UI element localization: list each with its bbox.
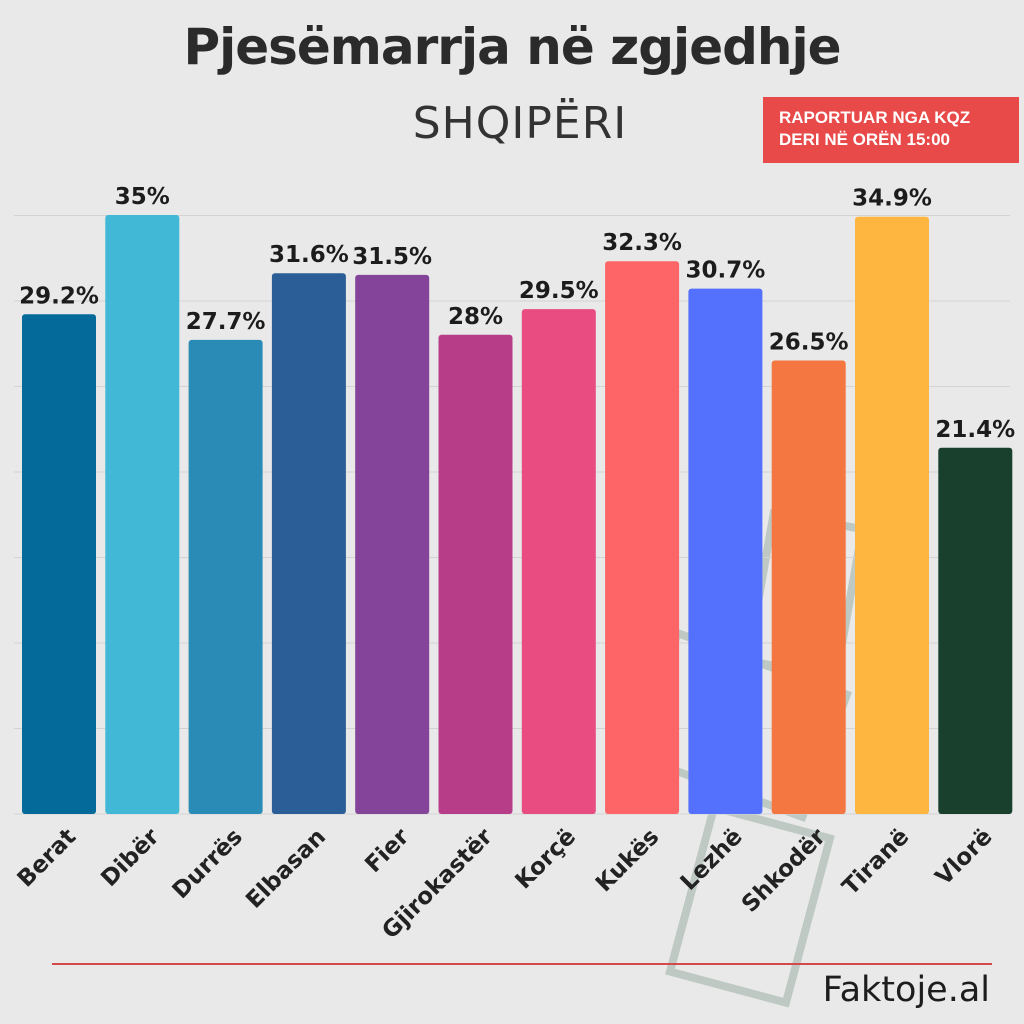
value-label: 30.7% xyxy=(686,258,766,284)
category-label: Korçë xyxy=(510,824,581,895)
bar-fier xyxy=(355,274,430,814)
category-label: Lezhë xyxy=(676,824,748,896)
report-badge: RAPORTUAR NGA KQZ DERI NË ORËN 15:00 xyxy=(763,97,1019,163)
value-label: 28% xyxy=(448,304,503,330)
bar-elbasan xyxy=(271,273,346,814)
chart-title: Pjesëmarrja në zgjedhje xyxy=(183,18,841,76)
category-label: Dibër xyxy=(96,823,165,892)
value-label: 34.9% xyxy=(852,186,932,212)
value-label: 35% xyxy=(115,184,170,210)
badge-line-2: DERI NË ORËN 15:00 xyxy=(779,130,950,149)
category-label: Elbasan xyxy=(241,824,331,914)
category-label: Fier xyxy=(360,823,415,878)
chart-subtitle: SHQIPËRI xyxy=(412,98,628,149)
bars xyxy=(22,215,1013,814)
category-label: Berat xyxy=(13,824,82,893)
category-label: Kukës xyxy=(591,824,664,897)
value-label: 27.7% xyxy=(186,309,266,335)
value-label: 31.5% xyxy=(352,244,432,270)
bar-vlorë xyxy=(938,447,1013,814)
value-label: 26.5% xyxy=(769,329,849,355)
bar-lezhë xyxy=(688,288,763,814)
bar-kukës xyxy=(605,261,680,814)
badge-line-1: RAPORTUAR NGA KQZ xyxy=(779,108,971,127)
bar-berat xyxy=(22,314,96,814)
bar-dibër xyxy=(105,215,180,814)
value-labels: 29.2% 35% 27.7% 31.6% 31.5% 28% 29.5%32.3%30.7… xyxy=(19,184,1015,443)
bar-tiranë xyxy=(855,216,929,814)
category-label: Vlorë xyxy=(931,824,998,891)
bar-durrës xyxy=(188,339,263,814)
value-label: 31.6% xyxy=(269,242,349,268)
value-label: 21.4% xyxy=(935,417,1015,443)
value-label: 29.5% xyxy=(519,278,599,304)
bar-gjirokastër xyxy=(438,334,513,814)
value-label: 29.2% xyxy=(19,283,99,309)
category-label: Tiranë xyxy=(838,824,915,901)
bar-korçë xyxy=(521,309,596,814)
bar-shkodër xyxy=(771,360,846,814)
brand-logo: Faktoje.al xyxy=(822,970,990,1010)
value-label: 32.3% xyxy=(602,230,682,256)
category-label: Durrës xyxy=(168,824,248,904)
footer-divider xyxy=(52,963,992,965)
